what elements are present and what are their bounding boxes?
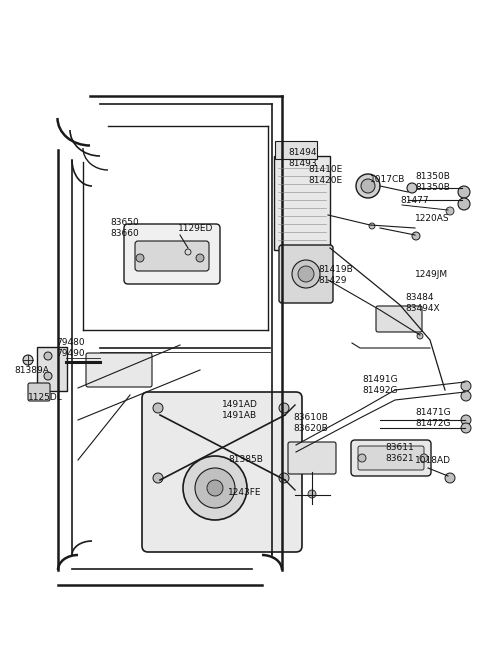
- FancyBboxPatch shape: [358, 446, 424, 470]
- Circle shape: [153, 473, 163, 483]
- Text: 1018AD: 1018AD: [415, 456, 451, 465]
- FancyBboxPatch shape: [135, 241, 209, 271]
- Circle shape: [44, 372, 52, 380]
- Text: 81419B
81429: 81419B 81429: [318, 265, 353, 285]
- Circle shape: [23, 355, 33, 365]
- FancyBboxPatch shape: [28, 383, 50, 401]
- Circle shape: [196, 254, 204, 262]
- Circle shape: [44, 352, 52, 360]
- FancyBboxPatch shape: [274, 156, 330, 250]
- FancyBboxPatch shape: [376, 306, 422, 332]
- Text: 1220AS: 1220AS: [415, 214, 450, 223]
- Text: 83611
83621: 83611 83621: [385, 443, 414, 462]
- Circle shape: [420, 454, 428, 462]
- FancyBboxPatch shape: [86, 353, 152, 387]
- Circle shape: [407, 183, 417, 193]
- Text: 1017CB: 1017CB: [370, 175, 406, 184]
- FancyBboxPatch shape: [279, 245, 333, 303]
- Circle shape: [358, 454, 366, 462]
- Circle shape: [417, 333, 423, 339]
- Text: 81491G
81492G: 81491G 81492G: [362, 375, 397, 395]
- Circle shape: [183, 456, 247, 520]
- Circle shape: [292, 260, 320, 288]
- Circle shape: [356, 174, 380, 198]
- Text: 83484
83494X: 83484 83494X: [405, 293, 440, 312]
- Circle shape: [446, 207, 454, 215]
- Text: 81471G
81472G: 81471G 81472G: [415, 408, 451, 428]
- FancyBboxPatch shape: [351, 440, 431, 476]
- Circle shape: [461, 381, 471, 391]
- FancyBboxPatch shape: [142, 392, 302, 552]
- Circle shape: [461, 423, 471, 433]
- Circle shape: [461, 415, 471, 425]
- Circle shape: [461, 391, 471, 401]
- FancyBboxPatch shape: [288, 442, 336, 474]
- FancyBboxPatch shape: [275, 141, 317, 159]
- Circle shape: [195, 468, 235, 508]
- Circle shape: [136, 254, 144, 262]
- Text: 79480
79490: 79480 79490: [56, 338, 84, 358]
- Circle shape: [298, 266, 314, 282]
- Text: 1125DL: 1125DL: [28, 393, 63, 402]
- Text: 83650
83660: 83650 83660: [110, 218, 139, 238]
- Circle shape: [207, 480, 223, 496]
- Text: 81494
81493: 81494 81493: [288, 148, 317, 168]
- Text: 83610B
83620B: 83610B 83620B: [293, 413, 328, 433]
- Circle shape: [279, 403, 289, 413]
- Circle shape: [458, 198, 470, 210]
- Text: 81350B
81350B: 81350B 81350B: [415, 172, 450, 192]
- Circle shape: [153, 403, 163, 413]
- Text: 81389A: 81389A: [14, 366, 49, 375]
- FancyBboxPatch shape: [37, 347, 67, 391]
- FancyBboxPatch shape: [124, 224, 220, 284]
- Text: 1491AD
1491AB: 1491AD 1491AB: [222, 400, 258, 420]
- Text: 1243FE: 1243FE: [228, 488, 262, 497]
- Text: 81477: 81477: [400, 196, 429, 205]
- Circle shape: [445, 473, 455, 483]
- Circle shape: [308, 490, 316, 498]
- Text: 81385B: 81385B: [228, 455, 263, 464]
- Circle shape: [279, 473, 289, 483]
- Circle shape: [369, 223, 375, 229]
- Text: 1249JM: 1249JM: [415, 270, 448, 279]
- Circle shape: [361, 179, 375, 193]
- Text: 1129ED: 1129ED: [178, 224, 214, 233]
- Circle shape: [412, 232, 420, 240]
- Circle shape: [458, 186, 470, 198]
- Text: 81410E
81420E: 81410E 81420E: [308, 165, 342, 185]
